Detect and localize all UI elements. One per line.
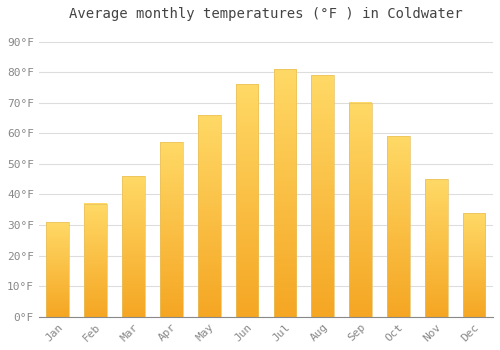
Title: Average monthly temperatures (°F ) in Coldwater: Average monthly temperatures (°F ) in Co… <box>69 7 462 21</box>
Bar <box>312 75 334 317</box>
Bar <box>236 84 258 317</box>
Bar <box>463 213 485 317</box>
Bar <box>425 179 448 317</box>
Bar <box>84 204 107 317</box>
Bar <box>349 103 372 317</box>
Bar <box>387 136 410 317</box>
Bar <box>274 69 296 317</box>
Bar <box>198 115 220 317</box>
Bar <box>122 176 145 317</box>
Bar <box>46 222 69 317</box>
Bar <box>160 142 182 317</box>
